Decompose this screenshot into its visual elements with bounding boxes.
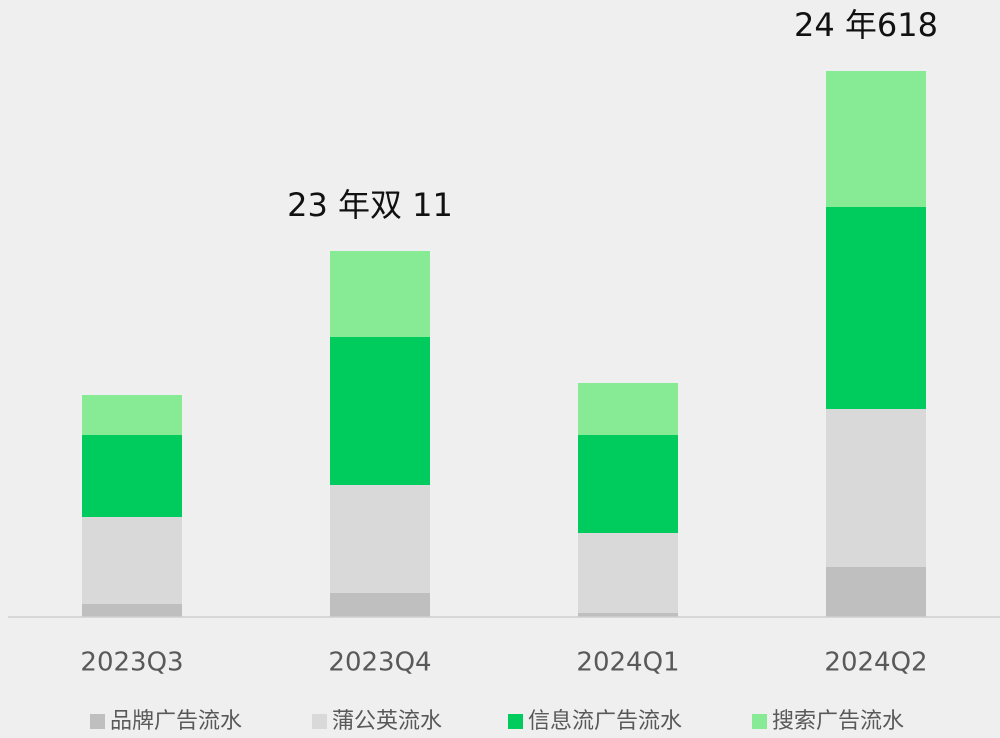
annotation: 23 年双 11 — [287, 186, 453, 224]
legend-label: 信息流广告流水 — [528, 709, 682, 734]
legend-label: 蒲公英流水 — [332, 709, 442, 734]
bar-segment — [330, 337, 430, 485]
bar-segment — [826, 567, 926, 617]
bar-segment — [578, 533, 678, 613]
legend-swatch — [90, 714, 105, 729]
bar-segment — [578, 613, 678, 617]
bar-segment — [330, 485, 430, 593]
bar-segment — [82, 604, 182, 617]
bar-segment — [826, 207, 926, 409]
bar-segment — [330, 593, 430, 617]
bar-segment — [82, 395, 182, 435]
bar-segment — [578, 383, 678, 435]
legend-label: 搜索广告流水 — [772, 709, 904, 734]
legend-swatch — [508, 714, 523, 729]
x-tick-label: 2024Q2 — [824, 648, 927, 678]
annotation: 24 年618 — [794, 6, 938, 44]
legend-swatch — [312, 714, 327, 729]
legend-swatch — [752, 714, 767, 729]
bar-segment — [82, 517, 182, 604]
x-tick-label: 2023Q4 — [328, 648, 431, 678]
x-tick-label: 2024Q1 — [576, 648, 679, 678]
bar-segment — [826, 409, 926, 567]
x-tick-label: 2023Q3 — [80, 648, 183, 678]
bar-segment — [578, 435, 678, 533]
legend-label: 品牌广告流水 — [110, 709, 242, 734]
bar-segment — [330, 251, 430, 337]
bar-segment — [82, 435, 182, 517]
bar-segment — [826, 71, 926, 207]
